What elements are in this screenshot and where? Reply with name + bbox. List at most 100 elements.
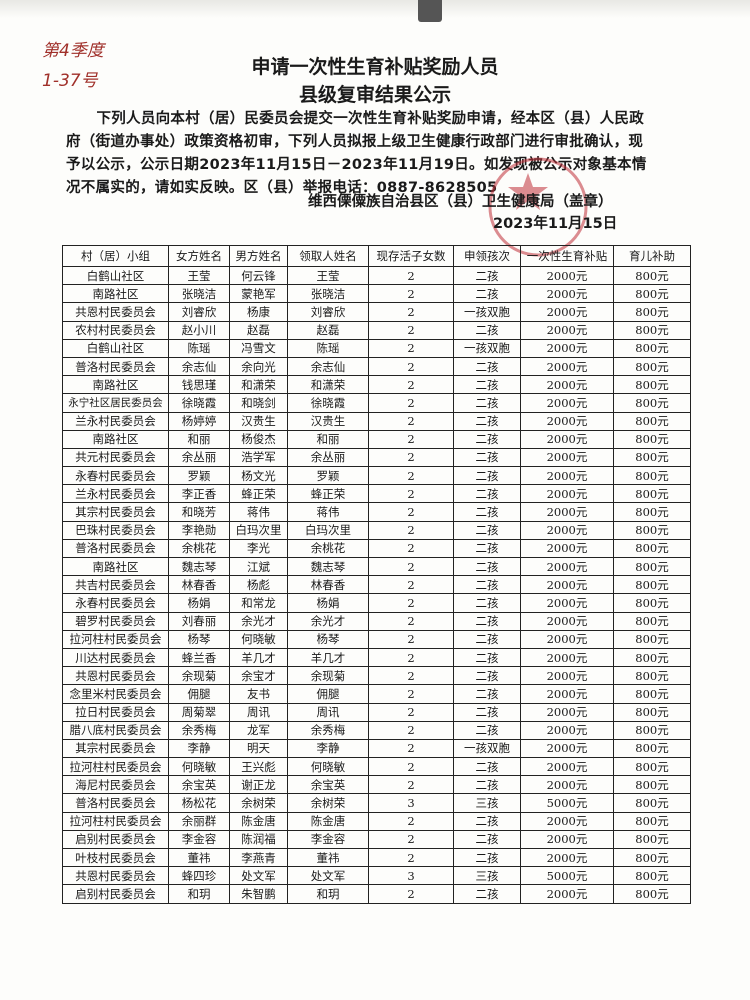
cell-one-time-subsidy: 2000元	[520, 629, 614, 649]
cell-recipient-name: 赵磊	[287, 320, 369, 340]
cell-recipient-name: 张晓洁	[287, 284, 369, 304]
cell-birth-order: 二孩	[453, 502, 521, 522]
cell-one-time-subsidy: 2000元	[520, 775, 614, 795]
cell-village-group: 叶枝村民委员会	[62, 847, 169, 868]
cell-birth-order: 二孩	[453, 757, 521, 777]
cell-birth-order: 二孩	[453, 629, 521, 649]
cell-recipient-name: 余光才	[287, 611, 369, 631]
table-row: 其宗村民委员会 和晓芳 蒋伟 蒋伟 2 二孩 2000元 800元	[62, 502, 691, 522]
cell-birth-order: 二孩	[453, 666, 521, 686]
cell-female-name: 和玥	[168, 884, 230, 904]
cell-village-group: 普洛村民委员会	[62, 538, 169, 559]
cell-village-group: 普洛村民委员会	[62, 356, 169, 377]
table-row: 普洛村民委员会 余桃花 李光 余桃花 2 二孩 2000元 800元	[62, 538, 691, 559]
cell-childcare-subsidy: 800元	[613, 284, 691, 304]
cell-male-name: 龙军	[229, 720, 288, 740]
cell-living-children: 2	[368, 575, 454, 595]
cell-childcare-subsidy: 800元	[613, 702, 691, 722]
cell-birth-order: 二孩	[453, 284, 521, 304]
cell-village-group: 腊八底村民委员会	[62, 720, 169, 740]
cell-male-name: 赵磊	[229, 320, 288, 340]
cell-female-name: 余宝英	[168, 775, 230, 795]
cell-village-group: 共恩村民委员会	[62, 866, 169, 886]
cell-one-time-subsidy: 2000元	[520, 593, 614, 613]
cell-recipient-name: 林春香	[287, 575, 369, 595]
cell-female-name: 刘睿欣	[168, 302, 230, 322]
cell-living-children: 2	[368, 302, 454, 322]
cell-male-name: 江斌	[229, 556, 288, 577]
cell-birth-order: 二孩	[453, 484, 521, 504]
cell-living-children: 2	[368, 647, 454, 668]
cell-living-children: 2	[368, 375, 454, 395]
cell-recipient-name: 余丛丽	[287, 447, 369, 468]
cell-birth-order: 一孩双胞	[453, 302, 521, 322]
header-recipient-name: 领取人姓名	[287, 245, 369, 267]
cell-village-group: 共恩村民委员会	[62, 666, 169, 686]
cell-male-name: 杨彪	[229, 575, 288, 595]
cell-male-name: 李燕青	[229, 847, 288, 868]
table-row: 普洛村民委员会 余志仙 余向光 余志仙 2 二孩 2000元 800元	[62, 356, 691, 377]
cell-living-children: 2	[368, 356, 454, 377]
cell-male-name: 王兴彪	[229, 757, 288, 777]
table-row: 永宁社区居民委员会 徐晓霞 和晓剑 徐晓霞 2 二孩 2000元 800元	[62, 393, 691, 413]
cell-recipient-name: 白玛次里	[287, 520, 369, 540]
cell-childcare-subsidy: 800元	[613, 429, 691, 449]
cell-living-children: 2	[368, 775, 454, 795]
cell-living-children: 2	[368, 684, 454, 704]
cell-village-group: 启别村民委员会	[62, 884, 169, 904]
header-living-children: 现存活子女数	[368, 245, 454, 267]
cell-village-group: 兰永村民委员会	[62, 411, 169, 431]
cell-male-name: 余向光	[229, 356, 288, 377]
cell-village-group: 兰永村民委员会	[62, 484, 169, 504]
cell-recipient-name: 李金容	[287, 829, 369, 850]
cell-one-time-subsidy: 2000元	[520, 302, 614, 322]
cell-one-time-subsidy: 2000元	[520, 538, 614, 559]
header-female-name: 女方姓名	[168, 245, 230, 267]
cell-village-group: 拉河柱村民委员会	[62, 757, 169, 777]
cell-village-group: 永春村民委员会	[62, 466, 169, 486]
cell-male-name: 冯雪文	[229, 338, 288, 358]
cell-female-name: 蜂四珍	[168, 866, 230, 886]
handwritten-quarter-note: 第4季度	[42, 41, 104, 61]
table-row: 启别村民委员会 李金容 陈润福 李金容 2 二孩 2000元 800元	[62, 829, 691, 850]
cell-birth-order: 二孩	[453, 265, 521, 286]
cell-living-children: 2	[368, 702, 454, 722]
cell-living-children: 2	[368, 629, 454, 649]
cell-living-children: 2	[368, 338, 454, 358]
cell-recipient-name: 董祎	[287, 847, 369, 868]
cell-childcare-subsidy: 800元	[613, 775, 691, 795]
cell-female-name: 李正香	[168, 484, 230, 504]
cell-male-name: 陈金唐	[229, 811, 288, 831]
cell-female-name: 魏志琴	[168, 556, 230, 577]
table-row: 叶枝村民委员会 董祎 李燕青 董祎 2 二孩 2000元 800元	[62, 847, 691, 868]
cell-one-time-subsidy: 2000元	[520, 429, 614, 449]
cell-male-name: 杨俊杰	[229, 429, 288, 449]
cell-one-time-subsidy: 5000元	[520, 793, 614, 813]
cell-birth-order: 一孩双胞	[453, 338, 521, 358]
cell-village-group: 其宗村民委员会	[62, 502, 169, 522]
cell-childcare-subsidy: 800元	[613, 556, 691, 577]
cell-male-name: 明天	[229, 738, 288, 759]
cell-village-group: 其宗村民委员会	[62, 738, 169, 759]
cell-recipient-name: 周讯	[287, 702, 369, 722]
cell-female-name: 杨松花	[168, 793, 230, 813]
cell-one-time-subsidy: 2000元	[520, 556, 614, 577]
cell-childcare-subsidy: 800元	[613, 466, 691, 486]
cell-childcare-subsidy: 800元	[613, 811, 691, 831]
cell-male-name: 白玛次里	[229, 520, 288, 540]
header-male-name: 男方姓名	[229, 245, 288, 267]
cell-birth-order: 二孩	[453, 375, 521, 395]
cell-birth-order: 二孩	[453, 811, 521, 831]
cell-female-name: 余秀梅	[168, 720, 230, 740]
cell-living-children: 2	[368, 757, 454, 777]
cell-female-name: 余桃花	[168, 538, 230, 559]
cell-recipient-name: 余桃花	[287, 538, 369, 559]
cell-village-group: 农村村民委员会	[62, 320, 169, 340]
table-row: 南路社区 和丽 杨俊杰 和丽 2 二孩 2000元 800元	[62, 429, 691, 449]
cell-living-children: 2	[368, 720, 454, 740]
cell-female-name: 林春香	[168, 575, 230, 595]
scan-top-edge	[0, 0, 750, 18]
cell-birth-order: 二孩	[453, 647, 521, 668]
cell-female-name: 余丽群	[168, 811, 230, 831]
cell-village-group: 川达村民委员会	[62, 647, 169, 668]
